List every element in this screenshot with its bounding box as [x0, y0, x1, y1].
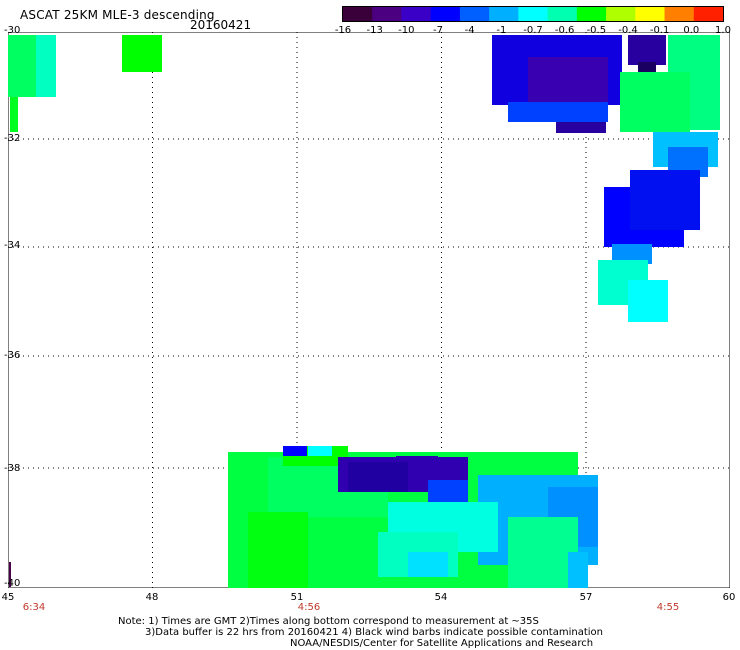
colorbar-label: -10 [398, 25, 415, 36]
time-label: 4:56 [297, 602, 321, 613]
colorbar-label: 1.0 [715, 25, 731, 36]
colorbar-label: -16 [334, 25, 352, 36]
y-tick-label: -30 [4, 25, 21, 36]
colorbar-label: 0.0 [683, 25, 700, 36]
swath-south [228, 446, 598, 588]
time-label: 4:55 [656, 602, 680, 613]
colorbar-swatch [664, 7, 695, 21]
product-title: ASCAT 25KM MLE-3 descending [20, 8, 215, 22]
colorbar-swatch [547, 7, 578, 21]
x-tick-label: 45 [1, 592, 15, 603]
y-tick-label: -36 [4, 350, 21, 361]
colorbar-swatch [343, 7, 373, 21]
product-date: 20160421 [190, 18, 252, 32]
colorbar [342, 6, 724, 22]
x-tick-label: 57 [579, 592, 593, 603]
colorbar-label: -13 [366, 25, 383, 36]
y-tick-label: -34 [4, 240, 21, 251]
swath-north-west [8, 35, 162, 132]
y-tick-label: -38 [4, 463, 21, 474]
x-tick-label: 48 [145, 592, 159, 603]
y-tick-label: -32 [4, 133, 21, 144]
colorbar-swatch [372, 7, 402, 21]
colorbar-label: -0.7 [523, 25, 543, 36]
colorbar-label: -1 [496, 25, 507, 36]
colorbar-swatch [518, 7, 549, 21]
colorbar-swatch [606, 7, 636, 21]
colorbar-label: -0.4 [618, 25, 638, 36]
x-tick-label: 54 [434, 592, 448, 603]
colorbar-swatch [401, 7, 432, 21]
colorbar-swatch [693, 7, 723, 21]
colorbar-swatch [576, 7, 607, 21]
map-plot [8, 32, 730, 588]
y-tick-label: -40 [4, 578, 21, 589]
colorbar-label: -4 [464, 25, 475, 36]
colorbar-swatch [635, 7, 666, 21]
colorbar-label: -0.1 [649, 25, 670, 36]
time-label: 6:34 [22, 602, 46, 613]
note-line-2: 3)Data buffer is 22 hrs from 20160421 4)… [145, 627, 603, 638]
colorbar-swatch [489, 7, 519, 21]
note-line-3: NOAA/NESDIS/Center for Satellite Applica… [290, 638, 594, 649]
colorbar-label: -7 [433, 25, 443, 36]
colorbar-swatch [430, 7, 461, 21]
colorbar-label: -0.6 [554, 25, 575, 36]
note-line-1: Note: 1) Times are GMT 2)Times along bot… [118, 616, 539, 627]
x-tick-label: 51 [290, 592, 304, 603]
colorbar-label: -0.5 [586, 25, 607, 36]
swath-north-east [492, 35, 720, 322]
colorbar-swatch [459, 7, 490, 21]
x-tick-label: 60 [722, 592, 736, 603]
